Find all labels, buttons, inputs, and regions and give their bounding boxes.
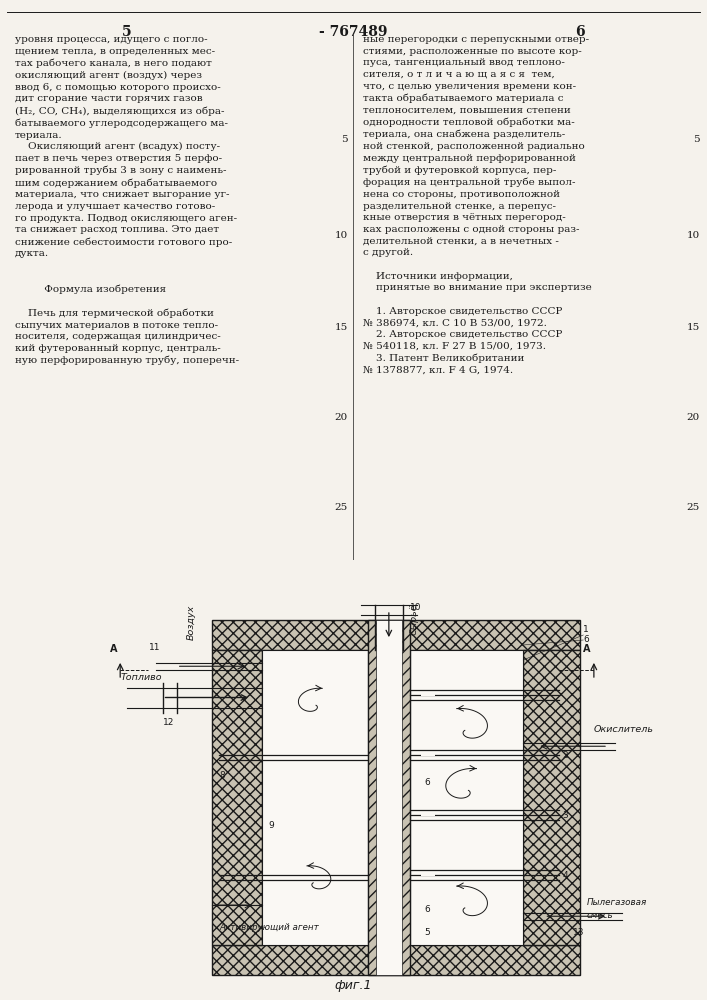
Text: Топливо: Топливо [120, 674, 162, 682]
Text: смесь: смесь [587, 910, 614, 920]
Text: 6: 6 [424, 778, 430, 787]
Bar [421, 874, 435, 876]
Text: 4: 4 [562, 870, 568, 880]
Text: 3: 3 [562, 810, 568, 820]
Text: 20: 20 [686, 414, 700, 422]
Text: 5: 5 [122, 25, 132, 39]
Text: 1: 1 [583, 626, 589, 635]
Text: A: A [583, 645, 591, 654]
Text: 12: 12 [163, 718, 174, 727]
Bar [212, 620, 580, 650]
Text: 25: 25 [334, 504, 348, 512]
Text: 6: 6 [583, 636, 589, 645]
Text: 6: 6 [575, 25, 585, 39]
Bar [421, 814, 435, 816]
Text: 8: 8 [219, 770, 225, 780]
Bar [212, 650, 262, 945]
Text: 10: 10 [410, 603, 421, 612]
Bar [376, 620, 402, 975]
Text: Окислитель: Окислитель [594, 726, 654, 734]
Bar [262, 650, 368, 945]
Text: 15: 15 [686, 324, 700, 332]
Bar [368, 620, 410, 975]
Text: 20: 20 [334, 414, 348, 422]
Text: 10: 10 [686, 231, 700, 239]
Text: 5: 5 [694, 135, 700, 144]
Text: уровня процесса, идущего с погло-
щением тепла, в определенных мес-
тах рабочего: уровня процесса, идущего с погло- щением… [15, 35, 239, 365]
Bar [410, 650, 523, 945]
Text: - 767489: - 767489 [319, 25, 387, 39]
Bar [212, 945, 580, 975]
Text: Воздух: Воздух [187, 605, 195, 640]
Text: 6: 6 [424, 906, 430, 914]
Text: Сырьё: Сырьё [410, 603, 419, 635]
Text: ные перегородки с перепускными отвер-
стиями, расположенные по высоте кор-
пуса,: ные перегородки с перепускными отвер- ст… [363, 35, 592, 375]
Text: 13: 13 [573, 928, 584, 937]
Text: 5: 5 [341, 135, 348, 144]
Text: 11: 11 [148, 643, 160, 652]
Text: 15: 15 [334, 324, 348, 332]
Text: фиг.1: фиг.1 [334, 980, 373, 992]
Text: Пылегазовая: Пылегазовая [587, 898, 647, 907]
Text: 5: 5 [424, 928, 430, 937]
Text: 25: 25 [686, 504, 700, 512]
Bar [421, 754, 435, 756]
Bar [523, 650, 580, 945]
Text: 2: 2 [562, 750, 568, 760]
Bar [421, 694, 435, 696]
Text: A: A [110, 645, 117, 654]
Text: 10: 10 [334, 231, 348, 239]
Text: 9: 9 [269, 820, 274, 830]
Text: Активирующий агент: Активирующий агент [219, 922, 319, 932]
